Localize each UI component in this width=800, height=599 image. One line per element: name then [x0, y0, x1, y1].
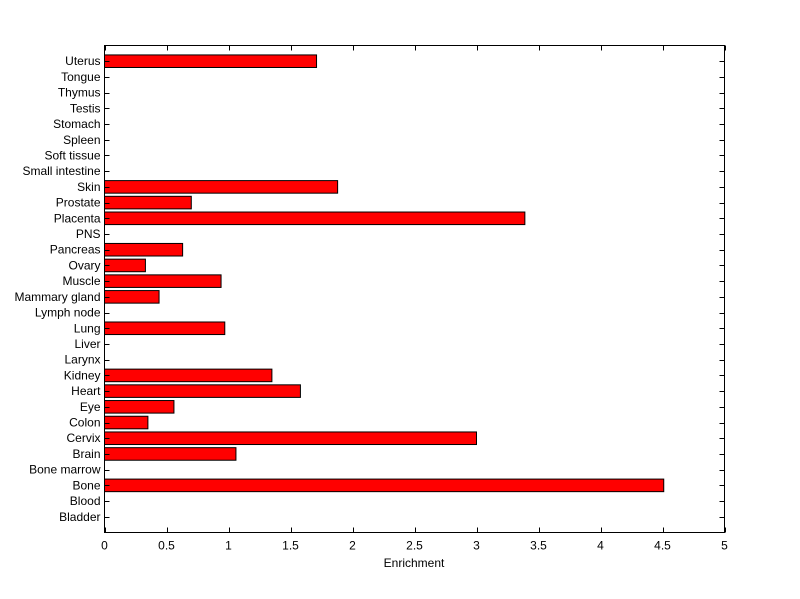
y-tick-label: Ovary: [68, 258, 100, 272]
x-tick-label: 1: [225, 539, 232, 553]
x-tick-label: 4: [597, 539, 604, 553]
y-tick-label: PNS: [76, 227, 101, 241]
y-tick-label: Blood: [70, 494, 101, 508]
y-tick-label: Larynx: [64, 353, 100, 367]
bar-colon: [104, 415, 149, 430]
y-tick-label: Bladder: [59, 510, 100, 524]
x-tick-label: 4.5: [654, 539, 671, 553]
y-tick-label: Lung: [74, 321, 101, 335]
x-axis-ticks: 0 0.5 1 1.5 2 2.5 3 3.5 4 4.5 5: [101, 45, 728, 553]
x-tick-label: 3.5: [530, 539, 547, 553]
y-tick-label: Kidney: [64, 368, 101, 382]
x-tick-label: 3: [473, 539, 480, 553]
y-tick-label: Thymus: [58, 86, 101, 100]
y-tick-label: Uterus: [65, 54, 100, 68]
x-tick-label: 0: [101, 539, 108, 553]
y-tick-label: Tongue: [61, 70, 101, 84]
y-tick-label: Skin: [77, 180, 100, 194]
bar-prostate: [104, 195, 192, 210]
bar-heart: [104, 384, 301, 398]
bar-brain: [104, 447, 237, 461]
y-tick-label: Stomach: [53, 117, 100, 131]
bar-pancreas: [104, 242, 184, 257]
y-tick-label: Cervix: [66, 431, 100, 445]
bar-lung: [104, 321, 226, 336]
x-axis-title: Enrichment: [384, 556, 445, 570]
bar-mammary-gland: [104, 290, 160, 304]
y-tick-label: Eye: [80, 400, 101, 414]
y-tick-label: Spleen: [63, 133, 100, 147]
y-tick-label: Brain: [72, 447, 100, 461]
bar-ovary: [104, 258, 146, 273]
bar-cervix: [104, 431, 477, 446]
y-tick-label: Bone: [72, 478, 100, 492]
y-tick-label: Pancreas: [50, 243, 101, 257]
y-tick-label: Small intestine: [22, 164, 100, 178]
y-tick-label: Heart: [71, 384, 101, 398]
y-tick-label: Colon: [69, 416, 100, 430]
x-tick-label: 1.5: [282, 539, 299, 553]
bar-kidney: [104, 368, 273, 383]
y-tick-label: Lymph node: [35, 306, 101, 320]
bar-eye: [104, 400, 175, 414]
y-tick-label: Soft tissue: [44, 148, 100, 162]
bar-skin: [104, 180, 339, 194]
bar-uterus: [104, 54, 318, 68]
bar-bone: [104, 478, 665, 493]
x-tick-label: 2.5: [406, 539, 423, 553]
y-tick-label: Bone marrow: [29, 463, 101, 477]
x-tick-label: 5: [721, 539, 728, 553]
x-tick-label: 2: [349, 539, 356, 553]
y-tick-label: Prostate: [56, 196, 101, 210]
y-tick-label: Muscle: [62, 274, 100, 288]
x-tick-label: 0.5: [158, 539, 175, 553]
plot-frame: [104, 45, 725, 533]
y-tick-label: Testis: [70, 101, 101, 115]
bar-placenta: [104, 211, 526, 226]
y-tick-label: Liver: [74, 337, 100, 351]
bar-muscle: [104, 274, 222, 288]
y-tick-label: Mammary gland: [14, 290, 100, 304]
y-tick-label: Placenta: [54, 211, 101, 225]
